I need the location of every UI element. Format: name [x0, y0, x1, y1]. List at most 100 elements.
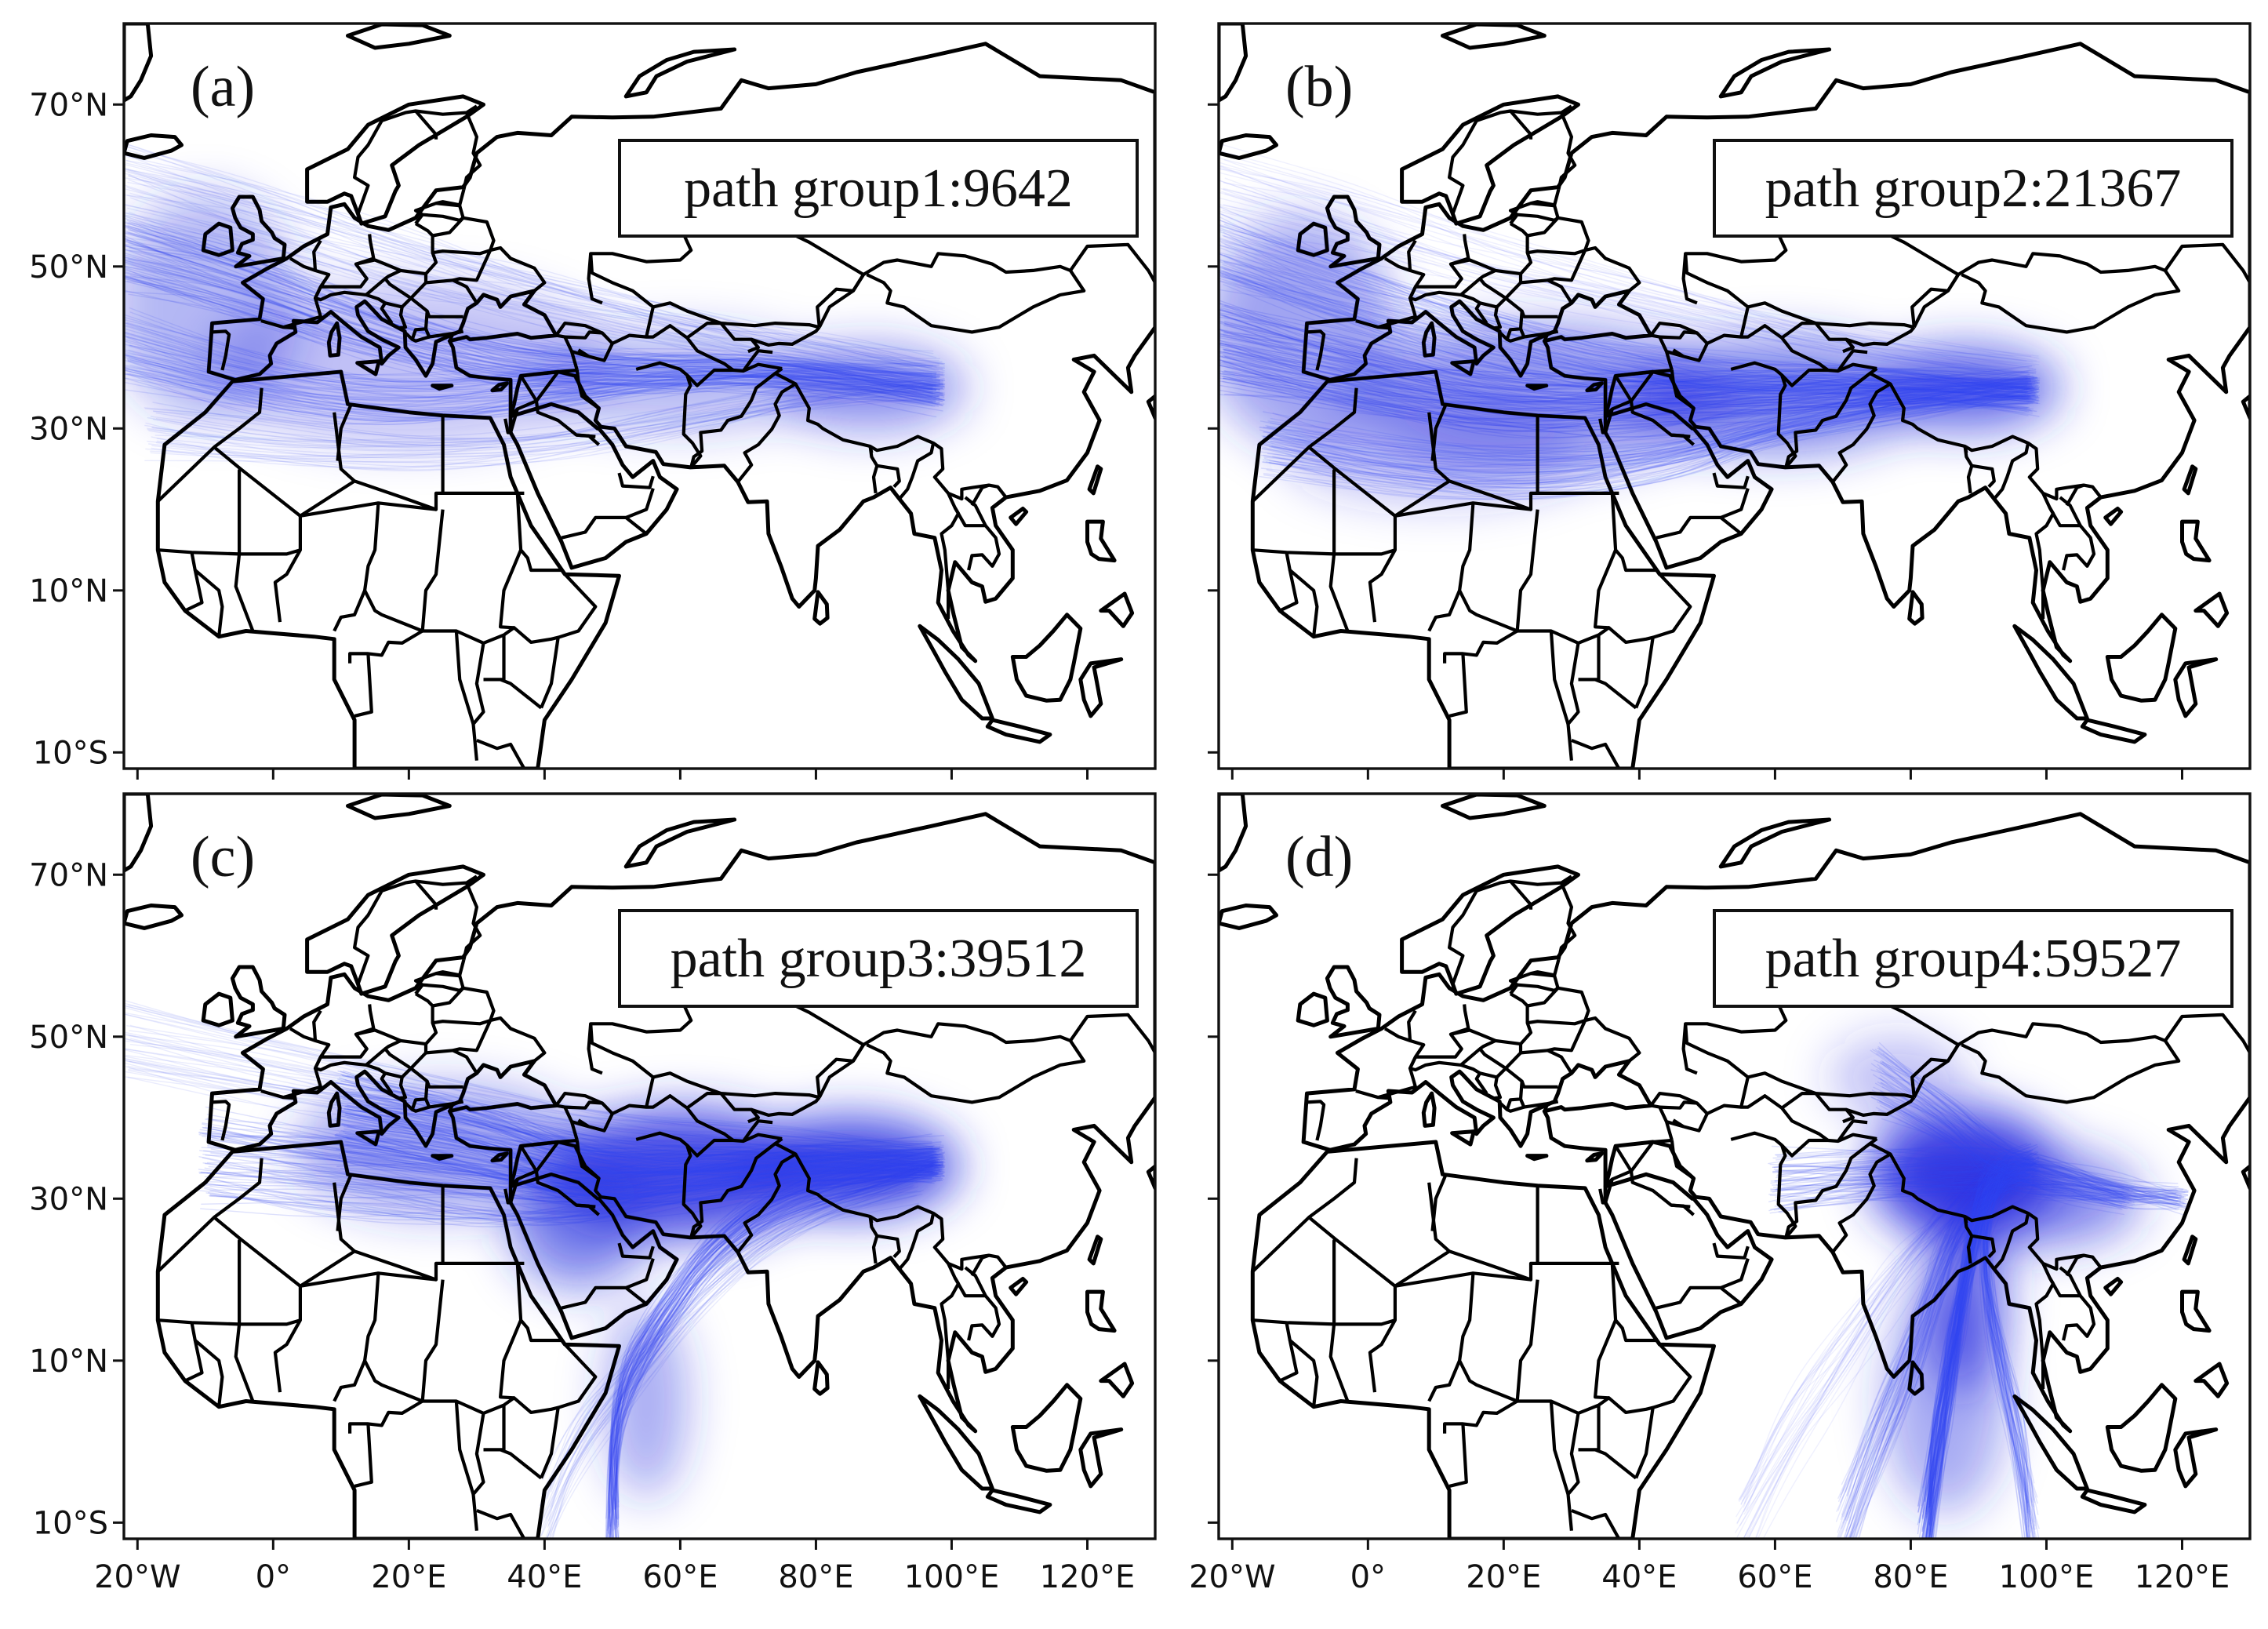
trajectory-line [1223, 315, 2037, 387]
trajectory-line [1925, 1175, 2039, 1539]
trajectory-line [1259, 384, 2030, 462]
trajectory-line [540, 1183, 914, 1526]
lon-tick-label: 0° [1350, 1559, 1386, 1595]
panel-frame [122, 792, 1157, 1540]
trajectory-line [612, 1173, 939, 1539]
country-border [1450, 1028, 1496, 1042]
trajectory-line [129, 197, 944, 384]
trajectory-line [1264, 379, 2041, 459]
country-border [1415, 234, 1470, 289]
trajectory-line [1985, 1191, 2030, 1539]
trajectory-line [1267, 391, 2041, 485]
trajectory-line [128, 222, 943, 388]
trajectory-line [124, 259, 940, 398]
trajectory-line [129, 174, 937, 374]
trajectory-line [1879, 1060, 2126, 1198]
trajectory-line [1776, 1165, 2183, 1192]
trajectory-line [124, 225, 943, 401]
trajectory-line [1219, 342, 2037, 399]
trajectory-line [1263, 391, 2039, 485]
country-border [1712, 472, 1750, 489]
country-border [476, 738, 526, 769]
lat-tick-label: 30°N [29, 1181, 108, 1217]
trajectory-line [1768, 1172, 2177, 1202]
trajectory-line [1270, 390, 2037, 482]
country-border [689, 1137, 783, 1238]
trajectory-line [127, 1065, 937, 1163]
country-border [2065, 483, 2084, 507]
country-border [964, 1266, 987, 1297]
coastline-outline [1296, 992, 1329, 1027]
map-panel-3: (c) path group3:39512 70°N 50°N 30°N 10°N 10°S… [29, 792, 1157, 1595]
trajectory-line [1271, 375, 2034, 467]
trajectory-line [202, 1162, 934, 1215]
trajectory-line [1224, 370, 2034, 416]
trajectory-line [1918, 1172, 2028, 1539]
trajectory-line [1848, 1167, 2010, 1539]
trajectory-line [610, 1171, 941, 1539]
trajectory-line [1219, 271, 2034, 392]
trajectory-line [1880, 1090, 2135, 1203]
trajectory-line [1219, 258, 2035, 390]
trajectory-line [198, 1155, 943, 1202]
country-border [414, 213, 464, 225]
trajectory-line [205, 1140, 943, 1197]
trajectory-line [127, 359, 939, 392]
trajectory-line [125, 245, 936, 385]
country-border [1543, 329, 1559, 342]
trajectory-line [1740, 1162, 1995, 1505]
country-border [1520, 278, 1573, 304]
country-border [575, 1140, 600, 1180]
trajectory-line [1925, 1157, 2040, 1509]
country-border [2059, 1266, 2082, 1297]
trajectory-line [208, 1135, 933, 1185]
country-border [1448, 653, 1468, 718]
country-border [1604, 1178, 1614, 1204]
trajectory-line [124, 1005, 937, 1154]
country-border [519, 375, 538, 402]
trajectory-line [344, 1144, 932, 1202]
density-blob [605, 1304, 688, 1499]
country-border [520, 1138, 578, 1148]
country-border [1747, 301, 1915, 329]
trajectory-line [1263, 377, 2037, 468]
country-border [184, 569, 204, 613]
country-border [558, 1343, 598, 1409]
country-border [555, 1104, 579, 1141]
trajectory-line [1219, 355, 2029, 429]
trajectory-line [1219, 320, 2036, 387]
country-border [1831, 382, 1892, 483]
trajectory-line [1262, 382, 2037, 482]
trajectory-line [126, 222, 946, 381]
lon-tick-label: 20°W [94, 1559, 180, 1595]
trajectory-line [1778, 1156, 2181, 1202]
trajectory-line [1219, 165, 2034, 363]
trajectory-line [1880, 1094, 2126, 1198]
trajectory-line [1222, 271, 2027, 395]
trajectory-line [124, 1062, 933, 1173]
country-border [312, 239, 322, 271]
trajectory-line [539, 1173, 918, 1478]
trajectory-line [610, 1152, 945, 1523]
trajectory-line [1848, 1169, 2009, 1519]
trajectory-line [1926, 1163, 2030, 1539]
country-border [411, 335, 430, 343]
trajectory-line [1872, 1049, 2124, 1193]
trajectory-line [1986, 1158, 2028, 1539]
coastline-outline [156, 1140, 621, 1539]
trajectory-line [1837, 1176, 2015, 1539]
trajectory-line [1857, 1175, 2019, 1539]
coastline-outline [431, 384, 453, 391]
trajectory-line [541, 1177, 920, 1495]
country-border [1493, 1077, 1503, 1100]
trajectory-line [128, 349, 945, 415]
trajectory-line [615, 1169, 942, 1539]
panel-frame [122, 22, 1157, 770]
legend-label: path group1:9642 [684, 158, 1073, 219]
trajectory-line [202, 1154, 942, 1191]
trajectory-line [1877, 1050, 2132, 1200]
country-border [1594, 549, 1618, 630]
coastline-outline [1011, 1383, 1082, 1473]
trajectory-line [1917, 1152, 2032, 1513]
country-border [238, 467, 242, 555]
